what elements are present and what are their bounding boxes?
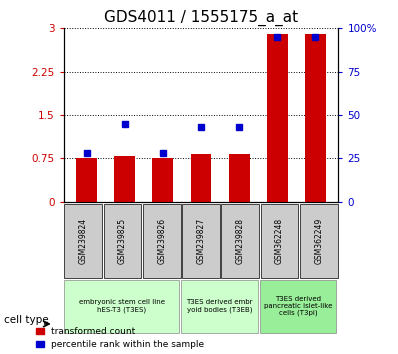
Text: T3ES derived
pancreatic islet-like
cells (T3pi): T3ES derived pancreatic islet-like cells…	[264, 296, 332, 316]
Legend: transformed count, percentile rank within the sample: transformed count, percentile rank withi…	[36, 327, 204, 349]
Text: GSM239827: GSM239827	[197, 218, 205, 264]
Bar	[191, 154, 211, 202]
Text: T3ES derived embr
yoid bodies (T3EB): T3ES derived embr yoid bodies (T3EB)	[186, 299, 253, 313]
Text: GSM362249: GSM362249	[314, 218, 323, 264]
Text: GSM239826: GSM239826	[157, 218, 166, 264]
Bar	[76, 159, 97, 202]
Text: GSM239824: GSM239824	[79, 218, 88, 264]
Bar	[305, 34, 326, 202]
Bar	[152, 159, 174, 202]
Bar	[228, 154, 250, 202]
Text: GSM239828: GSM239828	[236, 218, 245, 264]
Text: GSM239825: GSM239825	[118, 218, 127, 264]
Title: GDS4011 / 1555175_a_at: GDS4011 / 1555175_a_at	[104, 9, 298, 25]
Text: embryonic stem cell line
hES-T3 (T3ES): embryonic stem cell line hES-T3 (T3ES)	[78, 299, 164, 313]
Text: GSM362248: GSM362248	[275, 218, 284, 264]
Bar	[267, 34, 288, 202]
Text: cell type: cell type	[4, 315, 49, 325]
Bar	[114, 155, 135, 202]
